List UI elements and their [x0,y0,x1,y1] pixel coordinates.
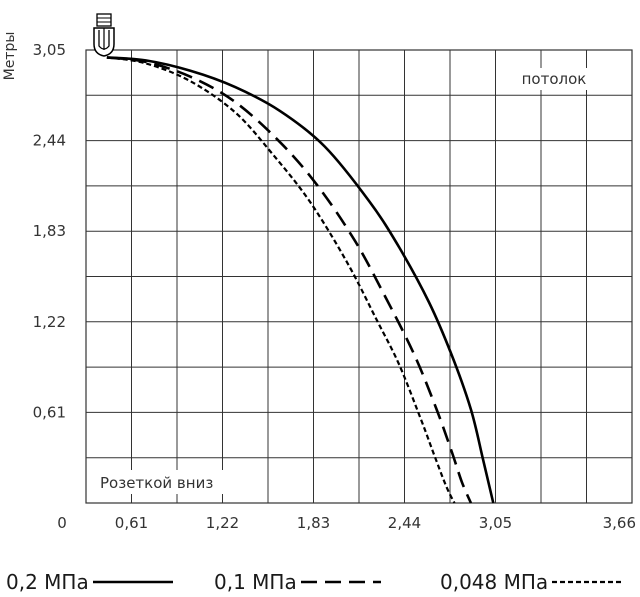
x-tick-label: 3,66 [603,514,636,532]
legend-label-0-2-mpa: 0,2 МПа [6,570,89,594]
sprinkler-head-icon [93,13,115,57]
series-line-0-048-mpa [106,56,456,504]
legend-label-0-048-mpa: 0,048 МПа [440,570,549,594]
y-tick-labels: 0,61 1,22 1,83 2,44 3,05 [33,41,66,421]
pendent-label: Розеткой вниз [100,474,213,492]
x-tick-label: 2,44 [388,514,421,532]
x-tick-label: 0,61 [115,514,148,532]
y-tick-label: 2,44 [33,132,66,150]
legend-swatch-dashed [300,580,381,584]
legend-item-0-1-mpa: 0,1 МПа [214,570,381,594]
x-tick-label: 3,05 [479,514,512,532]
legend-item-0-048-mpa: 0,048 МПа [440,570,623,594]
legend-label-0-1-mpa: 0,1 МПа [214,570,297,594]
x-tick-label: 1,83 [297,514,330,532]
y-tick-label: 3,05 [33,41,66,59]
series-line-0-2-mpa [106,56,495,504]
y-tick-label: 0,61 [33,403,66,421]
x-tick-label: 0 [57,514,67,532]
pendent-label-background [96,470,238,494]
chart-svg: 0 0,61 1,22 1,83 2,44 3,05 3,66 0,61 1,22 1,83 2,… [2,13,636,532]
legend-swatch-solid [92,580,173,584]
ceiling-label: потолок [522,70,587,88]
y-tick-label: 1,83 [33,222,66,240]
series [106,56,495,504]
grid [85,49,633,504]
y-tick-label: 1,22 [33,313,66,331]
legend-swatch-dotted [552,580,623,584]
x-tick-label: 1,22 [206,514,239,532]
y-axis-title: Метры [2,32,18,81]
legend-item-0-2-mpa: 0,2 МПа [6,570,173,594]
legend: 0,2 МПа 0,1 МПа 0,048 МПа [0,560,640,597]
x-tick-labels: 0 0,61 1,22 1,83 2,44 3,05 3,66 [57,514,636,532]
series-line-0-1-mpa [106,56,473,504]
ceiling-label-background [502,68,606,90]
